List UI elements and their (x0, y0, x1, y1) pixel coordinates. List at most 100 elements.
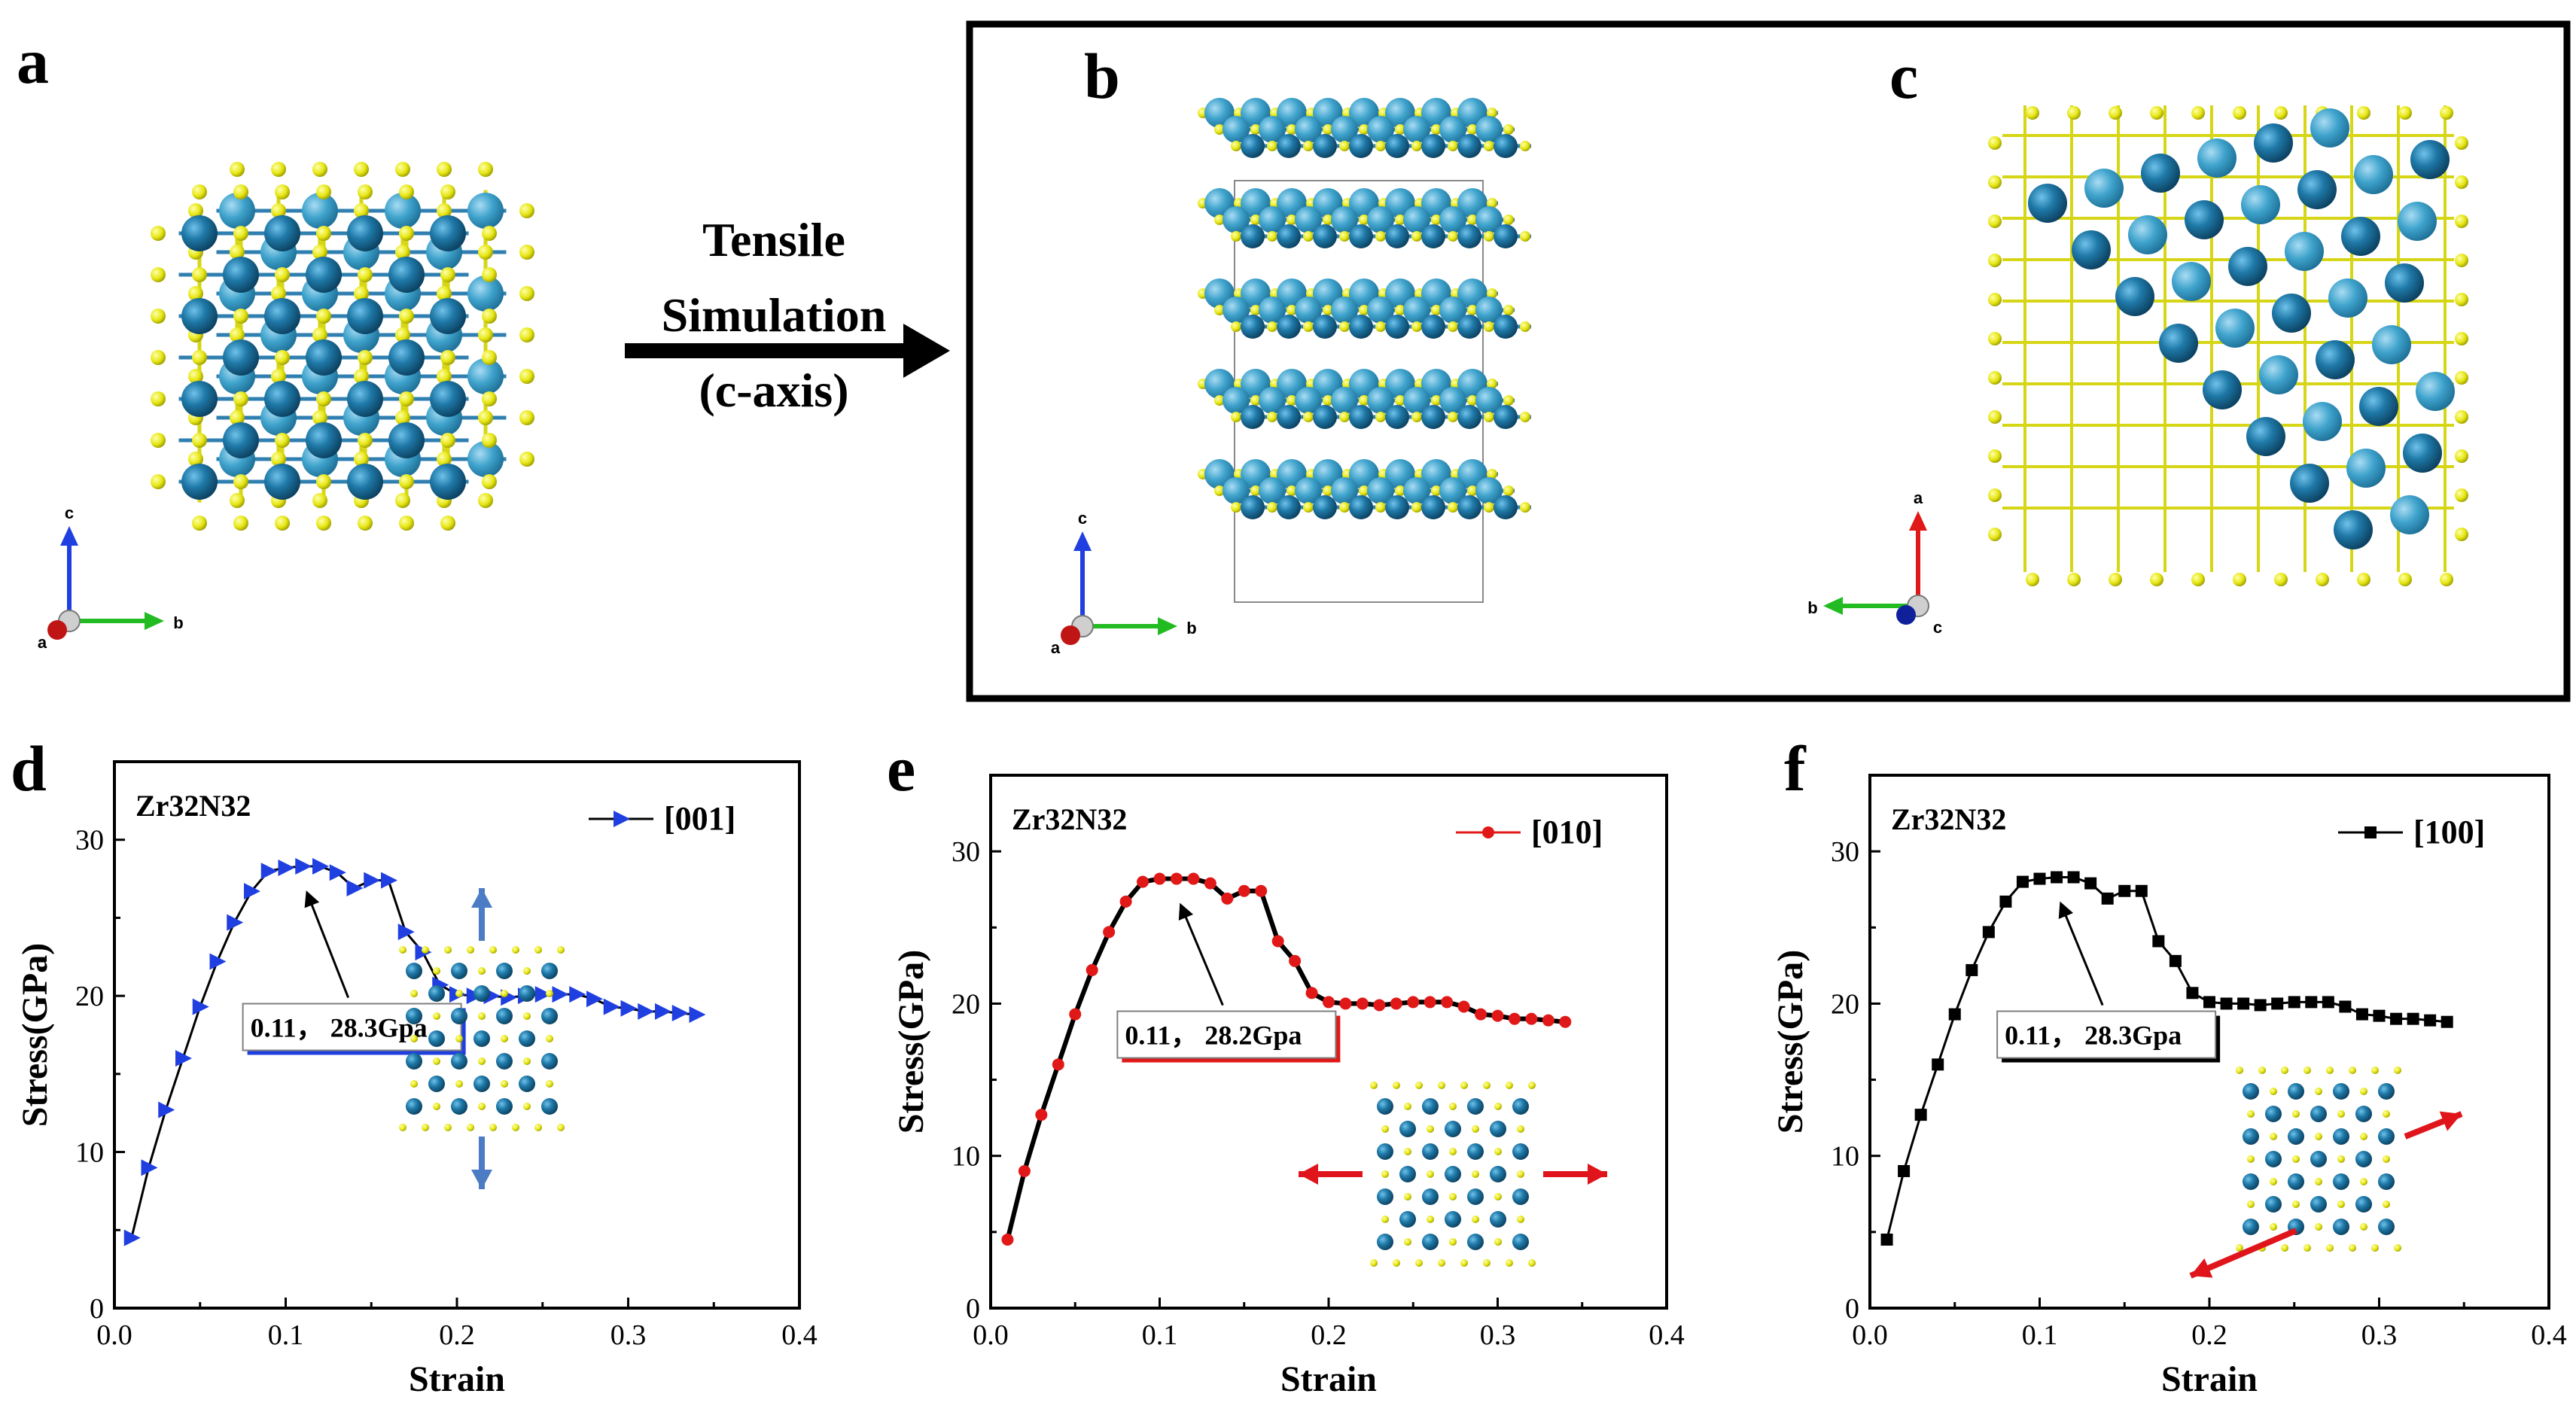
zirconium-atom (1295, 387, 1322, 414)
nitrogen-atom (271, 286, 286, 301)
legend: [100] (2338, 814, 2485, 851)
zirconium-atom (1241, 315, 1265, 339)
zirconium-atom (385, 193, 421, 229)
panel-label-c: c (1889, 40, 1918, 112)
nitrogen-atom (478, 493, 493, 508)
data-point (603, 998, 620, 1015)
zirconium-atom (1223, 206, 1250, 233)
zirconium-atom (1277, 495, 1301, 519)
nitrogen-atom (1250, 395, 1261, 406)
zirconium-atom (1277, 134, 1301, 158)
zirconium-atom (1259, 477, 1286, 504)
nitrogen-atom (1448, 231, 1458, 242)
data-point (2051, 871, 2063, 884)
nitrogen-atom (1411, 231, 1422, 242)
axis-triad-c: a b c (1807, 488, 1942, 637)
nitrogen-atom (151, 309, 166, 324)
data-point (620, 1000, 638, 1017)
nitrogen-atom (1431, 485, 1442, 496)
x-axis-label: Strain (2161, 1359, 2258, 1399)
nitrogen-atom (399, 474, 414, 489)
data-point (209, 953, 227, 970)
nitrogen-atom (316, 516, 331, 531)
x-tick-label: 0.1 (1142, 1319, 1178, 1351)
data-point (1356, 997, 1369, 1010)
nitrogen-atom (1286, 485, 1297, 496)
nitrogen-atom (230, 327, 245, 342)
zirconium-atom (181, 298, 218, 334)
zirconium-atom (347, 464, 383, 500)
zirconium-atom (264, 298, 300, 334)
nitrogen-atom (478, 162, 493, 177)
nitrogen-atom (1988, 528, 2002, 541)
nitrogen-atom (440, 433, 455, 448)
nitrogen-atom (1339, 321, 1350, 332)
nitrogen-atom (1484, 141, 1494, 151)
data-point (2067, 871, 2080, 884)
zirconium-atom (1457, 315, 1481, 339)
data-point (2033, 872, 2046, 885)
arrow-head-icon (903, 324, 950, 378)
data-point (1035, 1109, 1048, 1121)
nitrogen-atom (1339, 141, 1350, 151)
nitrogen-atom (1520, 321, 1530, 332)
zirconium-atom (264, 215, 300, 251)
axis-label-side: b (173, 613, 183, 632)
zirconium-atom (1439, 387, 1466, 414)
nitrogen-atom (1487, 379, 1497, 389)
data-point (2101, 892, 2114, 905)
data-point (2390, 1012, 2403, 1025)
nitrogen-atom (275, 350, 290, 365)
nitrogen-atom (399, 309, 414, 324)
nitrogen-atom (316, 226, 331, 241)
nitrogen-atom (1395, 395, 1405, 406)
nitrogen-atom (1467, 215, 1478, 225)
nitrogen-atom (437, 162, 452, 177)
nitrogen-atom (192, 516, 207, 531)
nitrogen-atom (2109, 573, 2122, 586)
nitrogen-atom (151, 267, 166, 282)
zirconium-atom (1277, 315, 1301, 339)
nitrogen-atom (1286, 124, 1297, 135)
nitrogen-atom (2357, 573, 2370, 586)
zirconium-atom (223, 339, 259, 376)
zirconium-atom (1475, 297, 1503, 324)
nitrogen-atom (1448, 502, 1458, 513)
nitrogen-atom (192, 433, 207, 448)
data-point (260, 863, 278, 880)
nitrogen-atom (1988, 488, 2002, 502)
nitrogen-atom (316, 391, 331, 406)
nitrogen-atom (188, 452, 203, 467)
nitrogen-atom (1231, 502, 1241, 513)
nitrogen-atom (151, 391, 166, 406)
data-point (2305, 996, 2318, 1009)
nitrogen-atom (1520, 502, 1530, 513)
zirconium-atom (1367, 116, 1394, 143)
nitrogen-atom (2191, 573, 2205, 586)
nitrogen-atom (1359, 124, 1369, 135)
x-tick-label: 0.3 (611, 1319, 647, 1351)
zirconium-atom (1403, 477, 1430, 504)
axis-label-out: a (1051, 638, 1061, 657)
zirconium-atom (1385, 405, 1409, 429)
nitrogen-atom (354, 369, 369, 384)
nitrogen-atom (1303, 141, 1314, 151)
zirconium-atom (1439, 206, 1466, 233)
zirconium-atom (2416, 372, 2455, 411)
nitrogen-atom (230, 162, 245, 177)
data-point (1170, 872, 1183, 885)
nitrogen-atom (482, 474, 497, 489)
zirconium-atom (1259, 206, 1286, 233)
y-tick-label: 0 (966, 1293, 980, 1325)
nitrogen-atom (1467, 305, 1478, 315)
nitrogen-atom (354, 162, 369, 177)
zirconium-atom (1241, 224, 1265, 248)
nitrogen-atom (188, 369, 203, 384)
zirconium-atom (2141, 154, 2180, 193)
zirconium-atom (1421, 405, 1445, 429)
peak-annotation-label: 0.11， 28.3Gpa (2005, 1021, 2182, 1051)
zirconium-atom (306, 339, 342, 376)
zirconium-atom (2128, 215, 2167, 254)
zirconium-atom (467, 193, 504, 229)
nitrogen-atom (2455, 332, 2468, 345)
